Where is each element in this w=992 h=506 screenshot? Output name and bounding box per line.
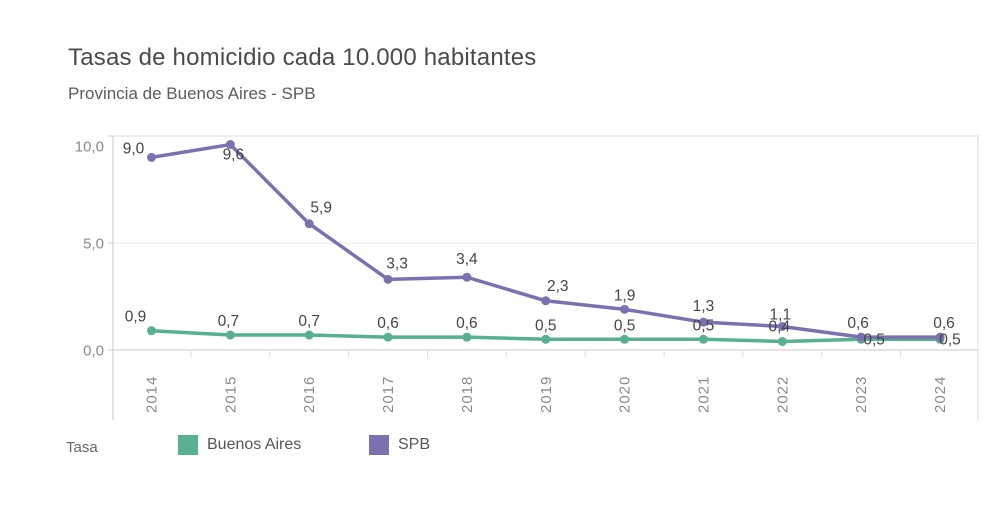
x-tick-label: 2016 — [301, 376, 318, 413]
data-label: 5,9 — [310, 200, 332, 217]
legend-item-buenos-aires[interactable]: Buenos Aires — [178, 435, 301, 455]
data-point[interactable] — [541, 334, 551, 344]
x-tick-label: 2022 — [774, 376, 791, 413]
spb-swatch-icon — [369, 435, 389, 455]
y-axis: 0,0 5,0 10,0 — [75, 135, 113, 359]
data-label: 0,5 — [693, 317, 715, 334]
x-tick-label: 2020 — [617, 376, 634, 413]
legend-item-label: SPB — [398, 436, 431, 453]
data-label: 0,5 — [614, 317, 636, 334]
x-tick-label: 2024 — [932, 376, 949, 413]
legend-title: Tasa — [66, 439, 98, 456]
data-label: 0,6 — [377, 315, 399, 332]
data-label: 3,4 — [456, 251, 478, 268]
data-label: 1,9 — [614, 287, 636, 304]
data-point[interactable] — [383, 274, 393, 284]
data-labels-spb: 9,0 9,6 5,9 3,3 3,4 2,3 1,9 1,3 1,1 0,6 0,6 — [123, 140, 955, 332]
data-label: 0,6 — [847, 315, 869, 332]
data-label: 3,3 — [386, 255, 408, 272]
x-tick-label: 2015 — [222, 376, 239, 413]
chart-subtitle: Provincia de Buenos Aires - SPB — [68, 84, 316, 103]
data-label: 0,4 — [769, 318, 791, 335]
data-point[interactable] — [147, 152, 156, 162]
data-label: 0,6 — [456, 315, 478, 332]
chart-title: Tasas de homicidio cada 10.000 habitante… — [68, 44, 537, 71]
data-labels-buenos-aires: 0,9 0,7 0,7 0,6 0,6 0,5 0,5 0,5 0,40,5 0,5 — [125, 309, 961, 349]
data-point[interactable] — [777, 321, 787, 331]
data-point[interactable] — [304, 330, 314, 340]
legend-item-label: Buenos Aires — [207, 436, 302, 453]
data-point[interactable] — [225, 330, 235, 340]
data-point[interactable] — [620, 334, 630, 344]
legend-item-spb[interactable]: SPB — [369, 435, 430, 455]
data-point[interactable] — [698, 334, 708, 344]
x-tick-label: 2019 — [538, 376, 555, 413]
data-point[interactable] — [698, 317, 708, 327]
data-label: 0,5 — [863, 331, 885, 348]
y-tick-label: 0,0 — [83, 342, 104, 359]
x-axis — [112, 136, 979, 420]
data-point[interactable] — [225, 140, 235, 150]
data-label: 0,7 — [218, 313, 240, 330]
x-tick-label: 2017 — [380, 376, 397, 413]
data-point[interactable] — [462, 272, 472, 282]
data-label: 0,5 — [535, 317, 557, 334]
data-label: 1,1 — [770, 306, 792, 323]
data-point[interactable] — [462, 332, 472, 342]
data-label: 2,3 — [547, 278, 569, 295]
data-point[interactable] — [541, 296, 551, 306]
x-tick-label: 2018 — [459, 376, 476, 413]
x-tick-label: 2023 — [853, 376, 870, 413]
data-point[interactable] — [777, 336, 787, 346]
data-point[interactable] — [304, 219, 314, 229]
data-label: 9,6 — [223, 147, 245, 164]
x-tick-label: 2021 — [695, 376, 712, 413]
data-point[interactable] — [147, 326, 156, 336]
data-point[interactable] — [856, 332, 866, 342]
data-point[interactable] — [383, 332, 393, 342]
data-label: 9,0 — [123, 140, 145, 157]
data-label: 0,7 — [298, 313, 320, 330]
y-tick-label: 5,0 — [83, 235, 104, 252]
x-tick-label: 2014 — [144, 376, 161, 413]
data-label: 0,6 — [933, 315, 955, 332]
data-label: 0,9 — [125, 309, 147, 326]
data-label: 0,5 — [939, 331, 961, 348]
data-label: 1,3 — [693, 298, 715, 315]
series-spb — [147, 140, 945, 342]
buenos-aires-swatch-icon — [178, 435, 198, 455]
data-point[interactable] — [620, 304, 630, 314]
data-point[interactable] — [935, 332, 945, 342]
y-tick-label: 10,0 — [75, 138, 104, 155]
